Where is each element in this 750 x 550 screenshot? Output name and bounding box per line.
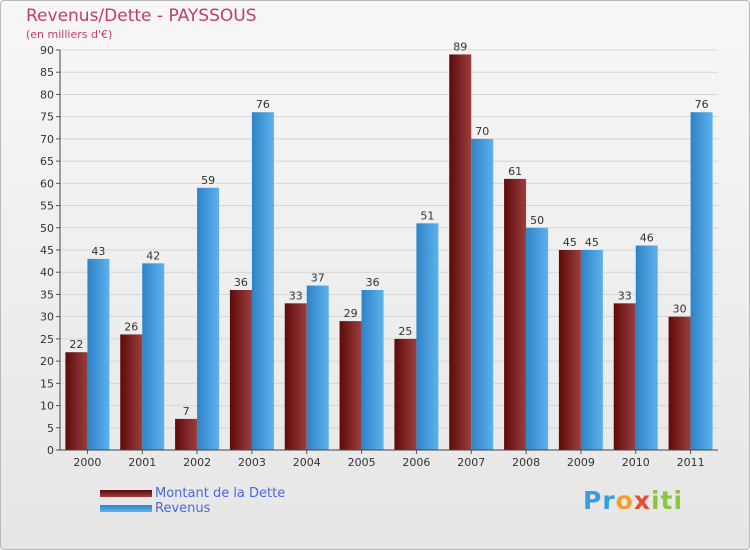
- data-label: 45: [585, 236, 599, 249]
- x-tick-label: 2010: [622, 456, 650, 469]
- bar-revenue: [471, 138, 494, 450]
- bar-debt: [449, 54, 472, 450]
- data-label: 29: [344, 307, 358, 320]
- legend-label-revenue: Revenus: [155, 501, 211, 516]
- x-tick-label: 2011: [677, 456, 705, 469]
- y-tick-label: 65: [40, 155, 54, 168]
- y-tick-label: 85: [40, 66, 54, 79]
- data-label: 26: [124, 320, 138, 333]
- data-label: 70: [475, 125, 489, 138]
- bar-revenue: [142, 263, 165, 450]
- y-tick-label: 35: [40, 288, 54, 301]
- x-tick-label: 2003: [238, 456, 266, 469]
- data-label: 36: [366, 276, 380, 289]
- bar-revenue: [526, 227, 549, 450]
- bar-revenue: [416, 223, 439, 450]
- x-tick-label: 2008: [512, 456, 540, 469]
- bar-revenue: [635, 245, 658, 450]
- bar-debt: [394, 338, 417, 450]
- data-label: 89: [453, 40, 467, 53]
- legend-item-debt: Montant de la Dette: [100, 486, 285, 501]
- bar-debt: [229, 290, 252, 450]
- bar-debt: [65, 352, 88, 450]
- y-tick-label: 55: [40, 200, 54, 213]
- chart-subtitle: (en milliers d'€): [26, 28, 113, 41]
- y-tick-label: 40: [40, 266, 54, 279]
- legend-label-debt: Montant de la Dette: [155, 486, 286, 501]
- data-label: 33: [289, 289, 303, 302]
- bar-debt: [120, 334, 143, 450]
- y-tick-label: 75: [40, 111, 54, 124]
- y-tick-label: 20: [40, 355, 54, 368]
- data-label: 61: [508, 165, 522, 178]
- x-tick-label: 2004: [293, 456, 321, 469]
- y-tick-label: 10: [40, 400, 54, 413]
- bar-debt: [284, 303, 307, 450]
- bar-revenue: [580, 250, 603, 450]
- data-label: 76: [695, 98, 709, 111]
- x-tick-label: 2009: [567, 456, 595, 469]
- bar-revenue: [361, 290, 384, 450]
- x-tick-label: 2006: [402, 456, 430, 469]
- bar-revenue: [690, 112, 713, 450]
- bar-revenue: [197, 187, 220, 450]
- x-tick-label: 2002: [183, 456, 211, 469]
- proxiti-logo: Proxiti: [583, 486, 684, 515]
- data-label: 42: [146, 249, 160, 262]
- y-tick-label: 45: [40, 244, 54, 257]
- y-tick-label: 80: [40, 88, 54, 101]
- legend-swatch-debt: [100, 490, 152, 497]
- y-tick-label: 25: [40, 333, 54, 346]
- y-tick-label: 30: [40, 311, 54, 324]
- y-tick-label: 5: [47, 422, 54, 435]
- bar-debt: [339, 321, 362, 450]
- bar-debt: [558, 250, 581, 450]
- data-label: 76: [256, 98, 270, 111]
- bar-revenue: [251, 112, 274, 450]
- data-label: 33: [618, 289, 632, 302]
- y-tick-label: 60: [40, 177, 54, 190]
- legend-item-revenue: Revenus: [100, 501, 285, 516]
- data-label: 46: [640, 232, 654, 245]
- bar-revenue: [306, 285, 329, 450]
- y-tick-label: 50: [40, 222, 54, 235]
- data-label: 22: [69, 338, 83, 351]
- data-label: 25: [398, 325, 412, 338]
- bar-debt: [613, 303, 636, 450]
- chart-title: Revenus/Dette - PAYSSOUS: [26, 6, 257, 26]
- bar-debt: [504, 178, 527, 450]
- y-tick-label: 0: [47, 444, 54, 457]
- x-tick-label: 2001: [128, 456, 156, 469]
- data-label: 51: [420, 209, 434, 222]
- data-label: 59: [201, 174, 215, 187]
- y-tick-label: 90: [40, 44, 54, 57]
- x-tick-label: 2005: [348, 456, 376, 469]
- data-label: 7: [183, 405, 190, 418]
- data-label: 30: [673, 303, 687, 316]
- y-tick-label: 70: [40, 133, 54, 146]
- data-label: 36: [234, 276, 248, 289]
- x-tick-label: 2007: [457, 456, 485, 469]
- legend-swatch-revenue: [100, 505, 152, 512]
- legend: Montant de la Dette Revenus: [100, 486, 285, 516]
- data-label: 50: [530, 214, 544, 227]
- bar-revenue: [87, 258, 110, 450]
- bar-debt: [668, 316, 691, 450]
- bar-debt: [175, 418, 198, 450]
- data-label: 43: [91, 245, 105, 258]
- data-label: 37: [311, 272, 325, 285]
- y-tick-label: 15: [40, 377, 54, 390]
- data-label: 45: [563, 236, 577, 249]
- x-tick-label: 2000: [73, 456, 101, 469]
